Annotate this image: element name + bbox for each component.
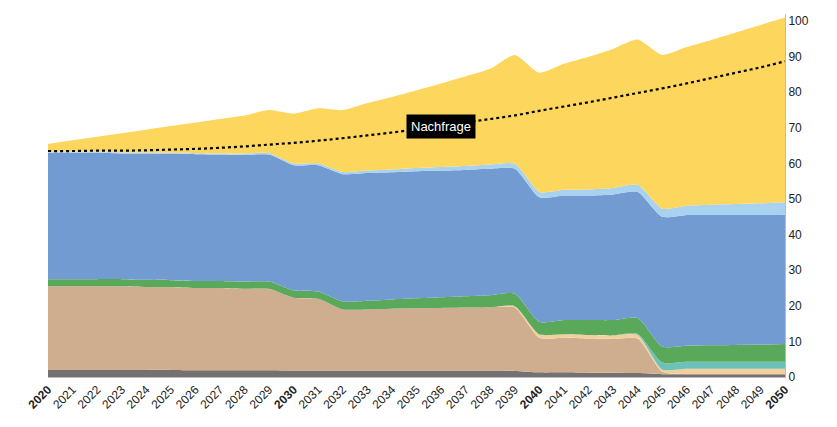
- svg-text:70: 70: [788, 121, 802, 135]
- svg-text:2022: 2022: [75, 383, 104, 412]
- svg-text:30: 30: [788, 263, 802, 277]
- svg-text:2049: 2049: [738, 383, 767, 412]
- svg-text:20: 20: [788, 299, 802, 313]
- svg-text:2023: 2023: [99, 383, 128, 412]
- svg-text:2035: 2035: [394, 383, 423, 412]
- svg-text:50: 50: [788, 192, 802, 206]
- svg-text:2043: 2043: [591, 383, 620, 412]
- svg-text:2025: 2025: [148, 383, 177, 412]
- svg-text:0: 0: [788, 370, 795, 384]
- svg-text:10: 10: [788, 335, 802, 349]
- svg-text:2050: 2050: [763, 383, 792, 412]
- svg-text:2031: 2031: [296, 383, 325, 412]
- svg-text:2029: 2029: [247, 383, 276, 412]
- svg-text:2048: 2048: [713, 383, 742, 412]
- svg-text:2020: 2020: [26, 383, 55, 412]
- svg-text:60: 60: [788, 157, 802, 171]
- svg-text:100: 100: [788, 14, 808, 28]
- svg-text:2036: 2036: [419, 383, 448, 412]
- svg-text:2038: 2038: [468, 383, 497, 412]
- svg-text:2045: 2045: [640, 383, 669, 412]
- svg-text:2032: 2032: [320, 383, 349, 412]
- svg-text:80: 80: [788, 85, 802, 99]
- svg-text:2041: 2041: [541, 383, 570, 412]
- svg-text:2021: 2021: [50, 383, 79, 412]
- svg-text:2030: 2030: [271, 383, 300, 412]
- svg-text:Nachfrage: Nachfrage: [411, 119, 471, 134]
- svg-text:2039: 2039: [492, 383, 521, 412]
- svg-text:2044: 2044: [615, 383, 644, 412]
- svg-text:2033: 2033: [345, 383, 374, 412]
- svg-text:2047: 2047: [689, 383, 718, 412]
- svg-text:2037: 2037: [443, 383, 472, 412]
- svg-text:2034: 2034: [370, 383, 399, 412]
- svg-text:90: 90: [788, 50, 802, 64]
- svg-text:2026: 2026: [173, 383, 202, 412]
- svg-text:2046: 2046: [664, 383, 693, 412]
- svg-text:2042: 2042: [566, 383, 595, 412]
- svg-text:2028: 2028: [222, 383, 251, 412]
- svg-text:2040: 2040: [517, 383, 546, 412]
- svg-text:40: 40: [788, 228, 802, 242]
- svg-text:2027: 2027: [198, 383, 227, 412]
- svg-text:2024: 2024: [124, 383, 153, 412]
